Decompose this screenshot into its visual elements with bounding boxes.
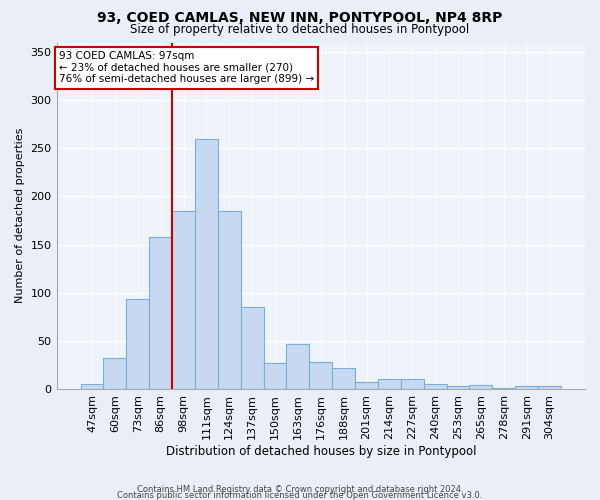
Bar: [218, 211, 241, 389]
X-axis label: Distribution of detached houses by size in Pontypool: Distribution of detached houses by size …: [166, 444, 476, 458]
Bar: [195, 138, 218, 389]
Bar: [149, 237, 172, 389]
Text: 93, COED CAMLAS, NEW INN, PONTYPOOL, NP4 8RP: 93, COED CAMLAS, NEW INN, PONTYPOOL, NP4…: [97, 12, 503, 26]
Bar: [538, 386, 561, 389]
Bar: [127, 300, 149, 389]
Bar: [103, 358, 127, 389]
Bar: [310, 362, 332, 389]
Bar: [241, 307, 263, 389]
Text: 93 COED CAMLAS: 97sqm
← 23% of detached houses are smaller (270)
76% of semi-det: 93 COED CAMLAS: 97sqm ← 23% of detached …: [59, 51, 314, 84]
Bar: [424, 384, 446, 389]
Bar: [286, 344, 310, 389]
Bar: [80, 384, 103, 389]
Y-axis label: Number of detached properties: Number of detached properties: [15, 128, 25, 304]
Text: Contains HM Land Registry data © Crown copyright and database right 2024.: Contains HM Land Registry data © Crown c…: [137, 485, 463, 494]
Bar: [515, 386, 538, 389]
Bar: [355, 382, 378, 389]
Bar: [378, 380, 401, 389]
Bar: [401, 380, 424, 389]
Bar: [263, 363, 286, 389]
Text: Contains public sector information licensed under the Open Government Licence v3: Contains public sector information licen…: [118, 490, 482, 500]
Bar: [332, 368, 355, 389]
Bar: [172, 211, 195, 389]
Bar: [446, 386, 469, 389]
Bar: [469, 385, 493, 389]
Bar: [493, 388, 515, 389]
Text: Size of property relative to detached houses in Pontypool: Size of property relative to detached ho…: [130, 22, 470, 36]
